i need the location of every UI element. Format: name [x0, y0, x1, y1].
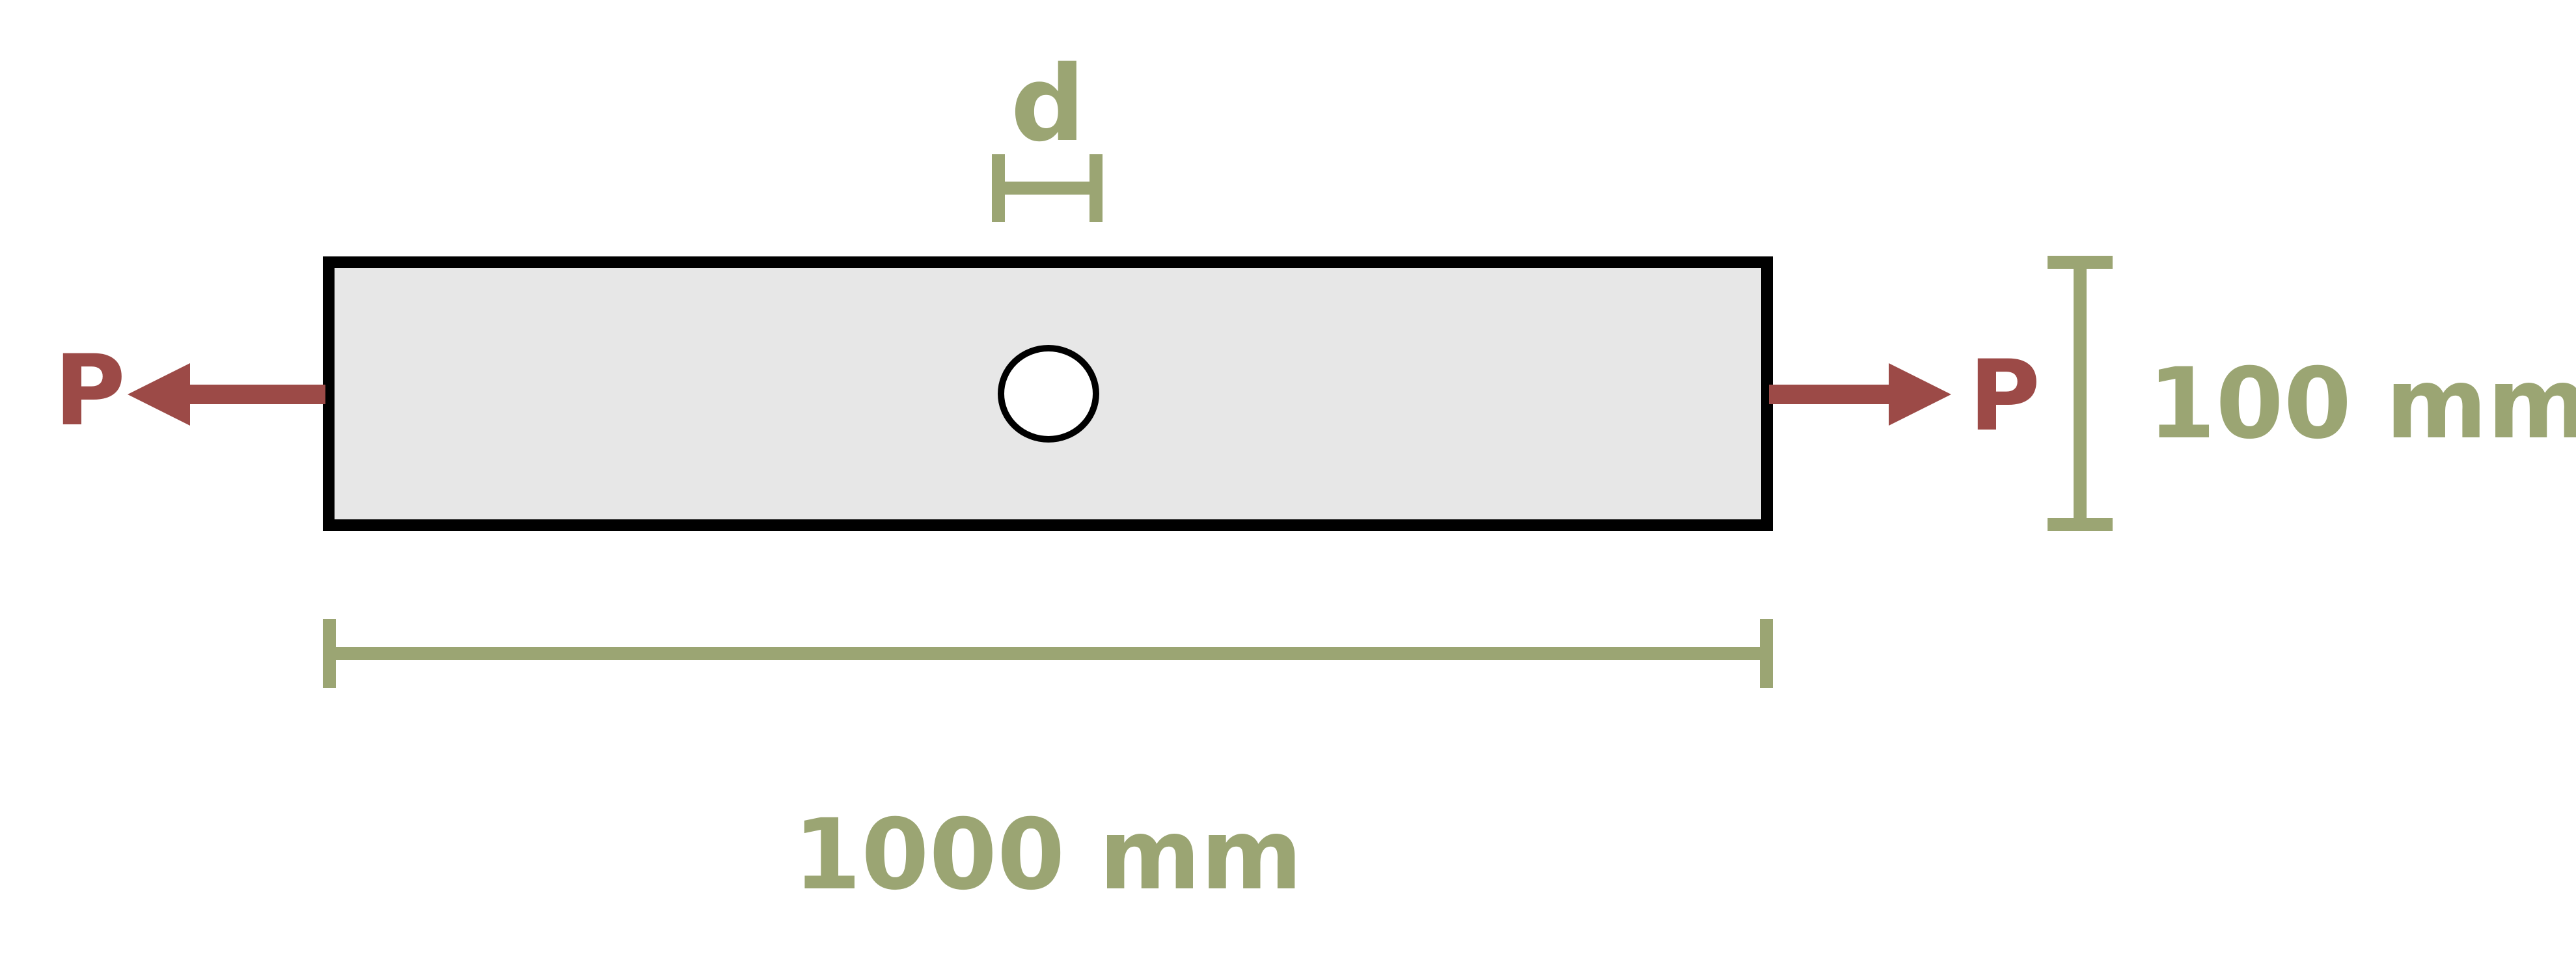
- hole-dim-line: [1002, 182, 1092, 195]
- right-arrow-shaft: [1769, 385, 1891, 404]
- length-label: 1000 mm: [793, 799, 1302, 912]
- height-dim-line: [2074, 262, 2087, 525]
- hole-dim-left-tick: [992, 154, 1005, 222]
- hole-dim-right-tick: [1089, 154, 1103, 222]
- left-arrow-head: [128, 363, 190, 426]
- hole-diameter-dimension: [992, 154, 1103, 222]
- hole-diameter-label: d: [1011, 43, 1086, 165]
- right-force-arrow: [1769, 363, 1951, 426]
- length-dim-line: [329, 647, 1766, 660]
- force-label-left: P: [54, 335, 126, 448]
- right-arrow-head: [1889, 363, 1951, 426]
- left-force-arrow: [128, 363, 325, 426]
- hole: [998, 345, 1099, 443]
- force-label-right: P: [1969, 340, 2040, 453]
- length-dimension: [323, 619, 1773, 688]
- left-arrow-shaft: [189, 385, 325, 404]
- height-label: 100 mm: [2148, 348, 2576, 461]
- height-dimension: [2048, 256, 2113, 531]
